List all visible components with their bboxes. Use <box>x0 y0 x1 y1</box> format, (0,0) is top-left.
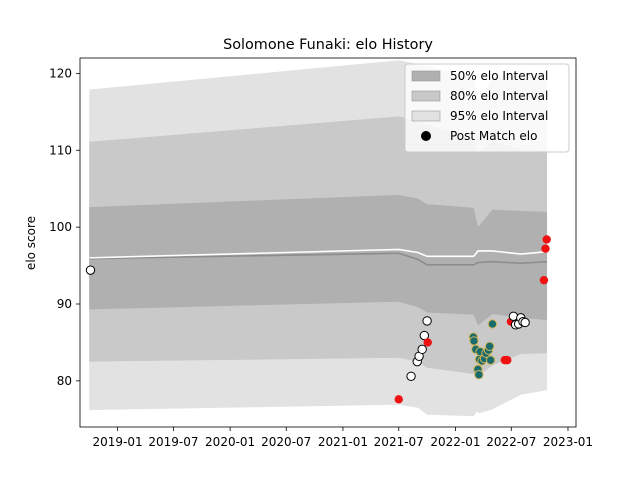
x-tick-label-3: 2020-07 <box>261 435 311 449</box>
y-axis: 80 90 100 110 120 <box>49 66 80 388</box>
point-win-2 <box>406 371 416 381</box>
x-tick-label-7: 2022-07 <box>486 435 536 449</box>
x-tick-label-1: 2019-07 <box>148 435 198 449</box>
legend-box <box>404 63 570 153</box>
legend-swatch-0 <box>411 70 441 82</box>
point-loss-33 <box>541 244 550 253</box>
x-axis: 2019-01 2019-07 2020-01 2020-07 2021-01 2021-… <box>93 427 593 449</box>
point-win-5 <box>417 344 427 355</box>
point-draw-20 <box>484 341 495 351</box>
point-loss-24 <box>503 355 512 365</box>
y-tick-label-2: 100 <box>49 220 72 234</box>
mean-line <box>89 248 548 259</box>
point-draw-13 <box>474 370 484 380</box>
y-tick-label-1: 90 <box>57 297 72 311</box>
x-tick-label-6: 2022-01 <box>430 435 480 449</box>
point-loss-32 <box>539 275 549 285</box>
point-loss-34 <box>542 235 551 244</box>
point-loss-1 <box>394 395 403 404</box>
chart-title: Solomone Funaki: elo History <box>223 37 433 53</box>
y-tick-label-0: 80 <box>57 374 72 388</box>
y-tick-label-4: 120 <box>49 66 72 80</box>
point-win-0 <box>85 265 96 275</box>
point-loss-8 <box>423 338 432 347</box>
legend-label-1: 80% elo Interval <box>450 89 548 103</box>
legend-marker-3 <box>421 131 431 141</box>
x-tick-label-8: 2023-01 <box>543 435 593 449</box>
trend-lines <box>89 248 548 266</box>
y-tick-label-3: 110 <box>49 143 72 157</box>
band-50-elo-interval <box>89 194 548 326</box>
median-line <box>89 252 548 266</box>
point-draw-22 <box>487 319 498 329</box>
x-tick-label-5: 2021-07 <box>374 435 424 449</box>
point-draw-10 <box>469 336 479 346</box>
point-win-7 <box>422 316 432 326</box>
point-draw-21 <box>485 355 496 365</box>
legend: 50% elo Interval 80% elo Interval 95% elo … <box>404 63 570 153</box>
post-match-points <box>85 235 551 404</box>
x-tick-label-4: 2021-01 <box>318 435 368 449</box>
x-tick-label-2: 2020-01 <box>205 435 255 449</box>
legend-label-3: Post Match elo <box>450 129 537 143</box>
x-tick-label-0: 2019-01 <box>93 435 143 449</box>
point-win-6 <box>419 330 430 341</box>
legend-swatch-2 <box>411 110 441 122</box>
legend-label-2: 95% elo Interval <box>450 109 548 123</box>
point-win-31 <box>520 317 530 328</box>
legend-swatch-1 <box>411 90 441 102</box>
legend-label-0: 50% elo Interval <box>450 69 548 83</box>
y-axis-label: elo score <box>24 216 38 270</box>
plot-frame <box>79 57 577 428</box>
